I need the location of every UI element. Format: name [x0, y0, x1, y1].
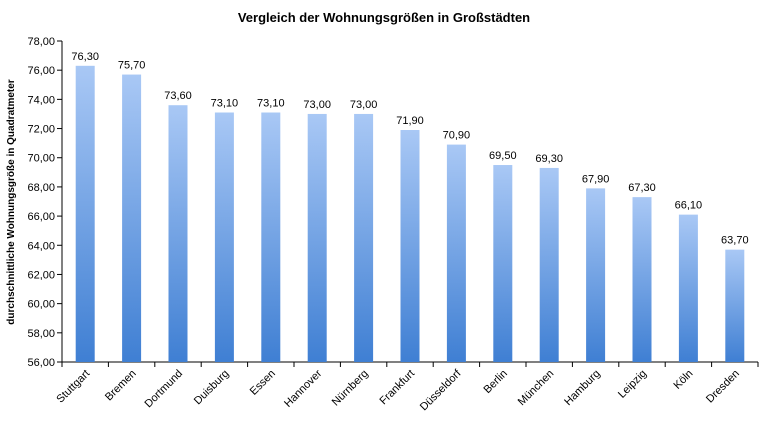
chart-title: Vergleich der Wohnungsgrößen in Großstäd…: [238, 10, 530, 25]
bar: [122, 74, 142, 363]
data-label: 73,60: [164, 90, 192, 102]
y-tick-label: 58,00: [27, 328, 55, 340]
x-tick-label: Köln: [671, 368, 695, 392]
bar: [725, 249, 745, 362]
y-tick-label: 70,00: [27, 153, 55, 165]
bar: [632, 197, 652, 362]
data-label: 63,70: [721, 235, 749, 247]
bar: [354, 113, 374, 362]
y-ticks: 56,00 58,00 60,00 62,00 64,00 66,00 68,00 70,00…: [27, 36, 62, 369]
y-tick-label: 60,00: [27, 299, 55, 311]
x-tick-label: Dresden: [704, 368, 742, 406]
bar: [586, 188, 606, 362]
x-tick-label: Berlin: [482, 368, 510, 396]
y-tick-label: 76,00: [27, 65, 55, 77]
y-axis-label: durchschnittliche Wohnungsgröße in Quadr…: [6, 79, 17, 324]
bar: [307, 113, 327, 362]
x-tick-label: Duisburg: [192, 368, 232, 408]
x-tick-labels: Stuttgart Bremen Dortmund Duisburg Essen Hann…: [54, 362, 759, 413]
bar: [400, 130, 420, 362]
x-tick-label: Bremen: [103, 368, 139, 404]
data-label: 73,10: [257, 97, 285, 109]
y-tick-label: 66,00: [27, 211, 55, 223]
bar: [75, 65, 95, 363]
bars: [75, 65, 745, 363]
data-label: 69,50: [489, 150, 517, 162]
x-tick-label: Düsseldorf: [418, 367, 464, 413]
x-tick-label: Hamburg: [562, 368, 602, 408]
data-label: 70,90: [443, 130, 471, 142]
y-tick-label: 56,00: [27, 357, 55, 369]
x-tick-label: Nürnberg: [330, 368, 371, 409]
data-label: 71,90: [396, 115, 424, 127]
bar: [678, 214, 698, 362]
bar: [214, 112, 234, 362]
bar: [493, 165, 513, 362]
x-tick-label: Leipzig: [616, 368, 649, 401]
x-tick-label: Stuttgart: [54, 368, 92, 406]
bar: [446, 144, 466, 362]
x-tick-label: Dortmund: [142, 368, 185, 411]
y-tick-label: 62,00: [27, 269, 55, 281]
y-tick-label: 64,00: [27, 240, 55, 252]
x-tick-label: Hannover: [282, 367, 324, 409]
data-label: 67,90: [582, 173, 610, 185]
data-label: 73,00: [350, 99, 378, 111]
value-labels: 76,30 75,70 73,60 73,10 73,10 73,00 73,00 71,90…: [71, 51, 748, 247]
bar: [539, 167, 559, 362]
x-tick-label: Essen: [248, 368, 278, 398]
data-label: 66,10: [675, 200, 703, 212]
x-tick-label: München: [516, 368, 556, 408]
y-tick-label: 72,00: [27, 124, 55, 136]
y-tick-label: 78,00: [27, 36, 55, 48]
bar: [261, 112, 281, 362]
data-label: 73,10: [211, 97, 239, 109]
data-label: 67,30: [628, 182, 656, 194]
y-tick-label: 68,00: [27, 182, 55, 194]
data-label: 73,00: [303, 99, 331, 111]
bar: [168, 105, 188, 362]
x-tick-label: Frankfurt: [378, 368, 418, 408]
y-tick-label: 74,00: [27, 94, 55, 106]
data-label: 76,30: [71, 51, 99, 63]
data-label: 69,30: [535, 153, 563, 165]
data-label: 75,70: [118, 60, 146, 72]
